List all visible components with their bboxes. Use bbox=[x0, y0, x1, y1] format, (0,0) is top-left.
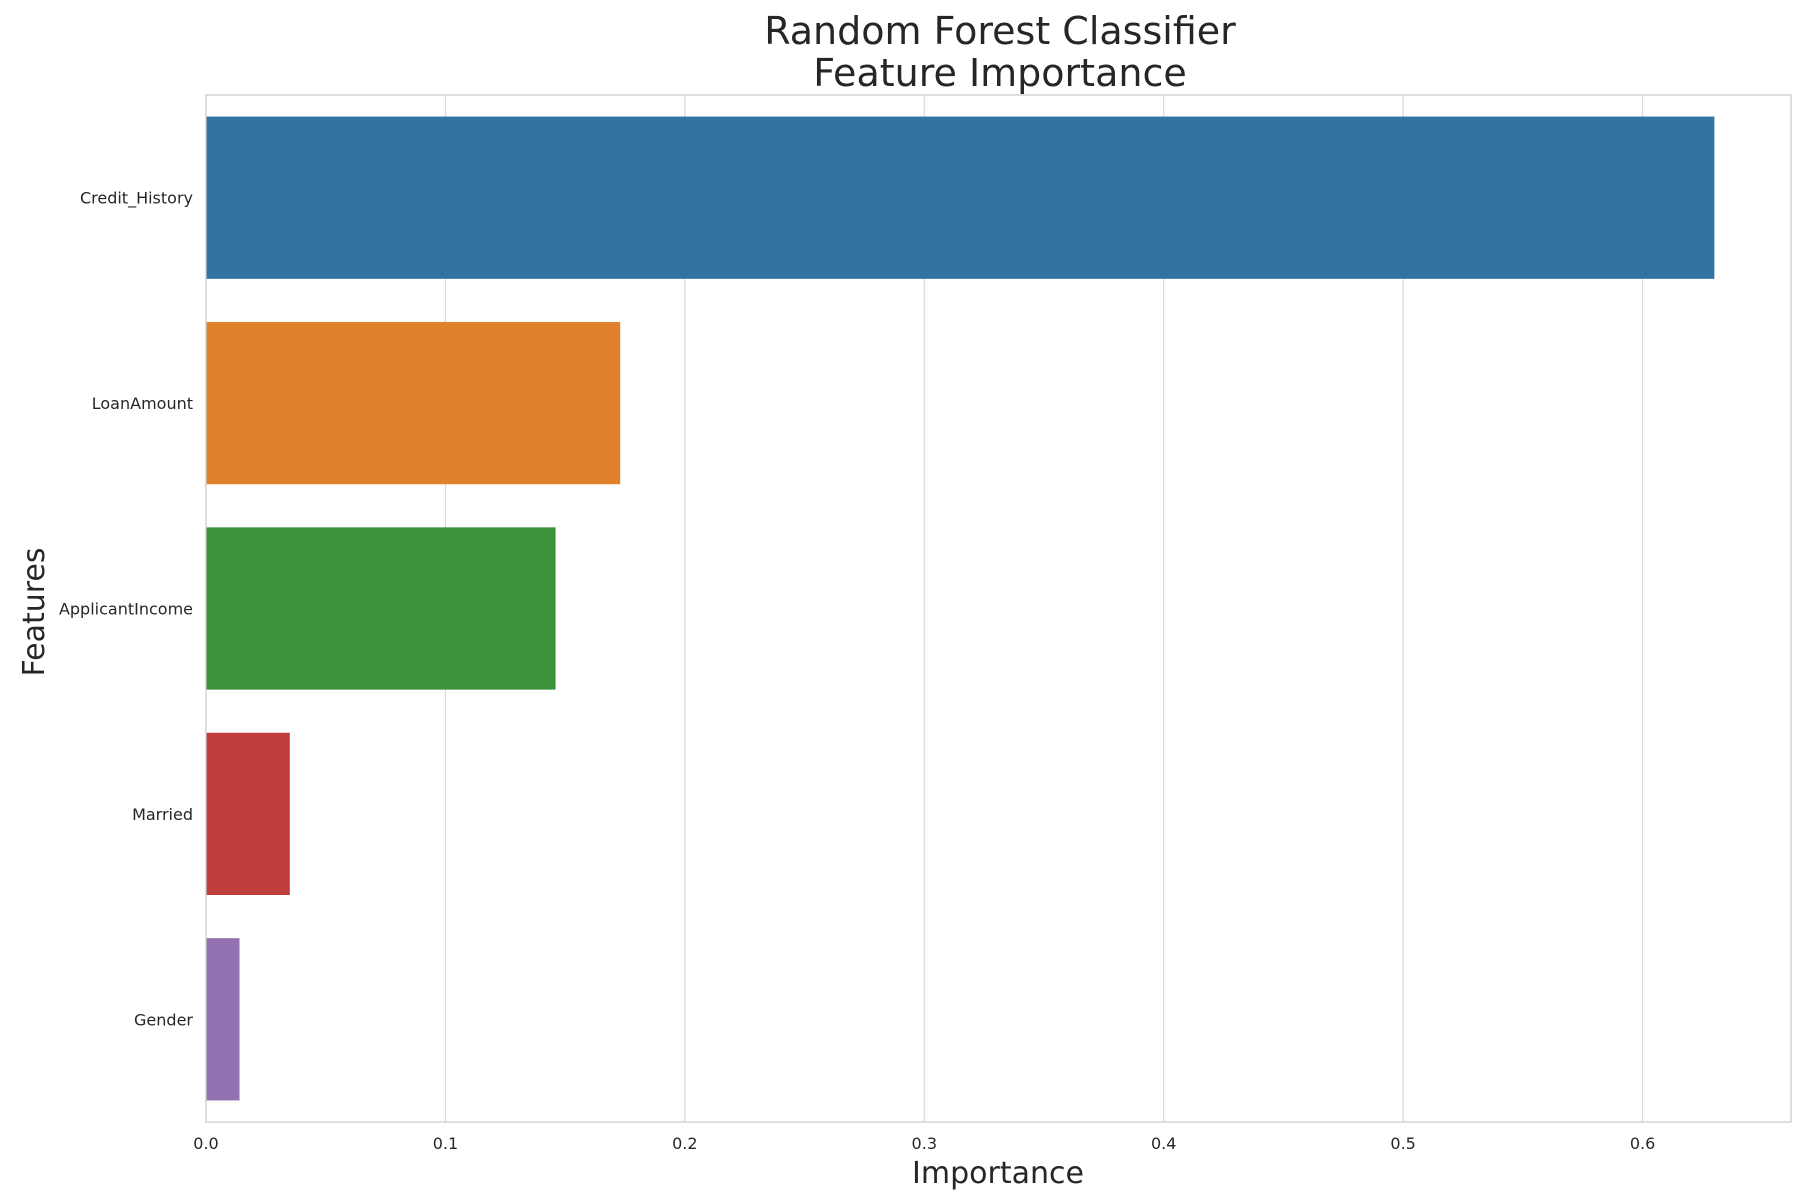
x-tick-label: 0.3 bbox=[912, 1134, 937, 1153]
bar bbox=[206, 938, 240, 1101]
chart-title: Random Forest Classifier Feature Importa… bbox=[764, 9, 1236, 95]
y-tick-label: ApplicantIncome bbox=[59, 600, 193, 619]
x-tick-label: 0.4 bbox=[1151, 1134, 1176, 1153]
plot-frame bbox=[205, 94, 1792, 1123]
x-tick-label: 0.2 bbox=[672, 1134, 697, 1153]
y-tick-label: Gender bbox=[134, 1010, 193, 1029]
bar bbox=[206, 116, 1715, 279]
chart-title-line-2: Feature Importance bbox=[813, 51, 1186, 95]
x-axis-ticks: 0.0 0.1 0.2 0.3 0.4 0.5 0.6 bbox=[193, 1134, 1655, 1153]
bar bbox=[206, 732, 290, 896]
bar bbox=[206, 527, 556, 690]
bars bbox=[206, 116, 1715, 1101]
x-tick-label: 0.1 bbox=[433, 1134, 458, 1153]
y-tick-label: Credit_History bbox=[80, 189, 193, 209]
x-tick-label: 0.6 bbox=[1630, 1134, 1655, 1153]
y-tick-label: Married bbox=[132, 805, 193, 824]
x-tick-label: 0.0 bbox=[193, 1134, 218, 1153]
x-axis-label: Importance bbox=[912, 1156, 1084, 1191]
bar bbox=[206, 321, 621, 485]
y-axis-ticks: Credit_History LoanAmount ApplicantIncome M… bbox=[59, 189, 193, 1030]
y-tick-label: LoanAmount bbox=[92, 394, 193, 413]
y-axis-label: Features bbox=[17, 548, 52, 677]
chart-title-line-1: Random Forest Classifier bbox=[764, 9, 1236, 53]
x-tick-label: 0.5 bbox=[1390, 1134, 1415, 1153]
